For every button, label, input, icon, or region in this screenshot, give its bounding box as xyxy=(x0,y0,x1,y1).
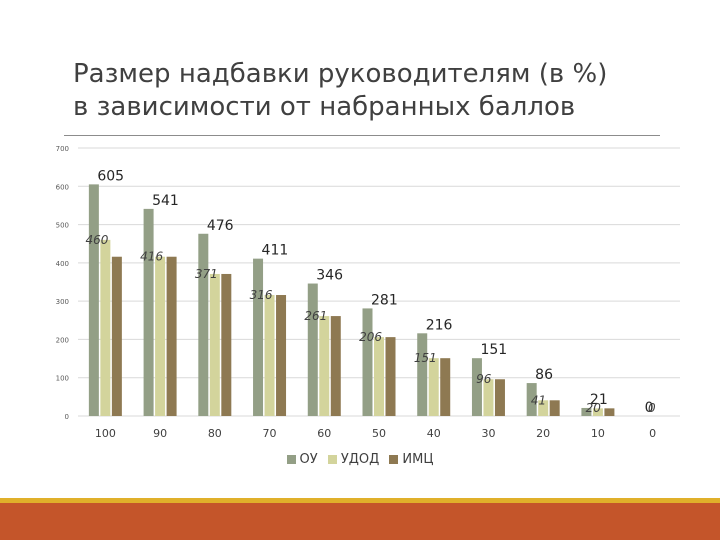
bar-УДОД-90 xyxy=(155,256,166,416)
x-tick-label-80: 80 xyxy=(208,427,222,440)
footer-band xyxy=(0,503,720,540)
x-tick-label-90: 90 xyxy=(153,427,167,440)
x-tick-label-10: 10 xyxy=(591,427,605,440)
bar-УДОД-20 xyxy=(538,400,549,416)
data-label-udod-60: 261 xyxy=(304,309,327,323)
data-label-ou-70: 411 xyxy=(262,243,289,259)
bar-УДОД-80 xyxy=(209,273,220,416)
data-label-udod-50: 206 xyxy=(359,330,382,344)
data-label-udod-40: 151 xyxy=(414,351,437,365)
data-label-ou-10: 21 xyxy=(590,392,608,408)
x-tick-label-50: 50 xyxy=(372,427,386,440)
bar-ИМЦ-70 xyxy=(276,295,287,416)
slide-title-line-1: Размер надбавки руководителям (в %) xyxy=(73,59,608,89)
y-tick-label-100: 100 xyxy=(56,375,69,383)
bar-УДОД-30 xyxy=(483,379,494,416)
bar-ИМЦ-30 xyxy=(494,379,505,416)
x-tick-label-100: 100 xyxy=(95,427,116,440)
bar-УДОД-100 xyxy=(100,239,111,416)
chart-legend: ОУ УДОД ИМЦ xyxy=(0,452,720,468)
bar-ИМЦ-50 xyxy=(385,337,396,416)
legend-swatch-imc xyxy=(389,455,399,464)
data-label-udod-90: 416 xyxy=(140,250,163,264)
bar-ИМЦ-20 xyxy=(549,400,560,416)
bar-УДОД-60 xyxy=(319,316,330,416)
y-tick-label-300: 300 xyxy=(56,298,69,306)
data-label-udod-70: 316 xyxy=(250,288,273,302)
data-label-udod-10: 20 xyxy=(586,401,602,415)
bar-ОУ-20 xyxy=(526,383,537,416)
x-tick-label-60: 60 xyxy=(317,427,331,440)
legend-label-imc: ИМЦ xyxy=(402,452,434,467)
bar-ОУ-70 xyxy=(253,258,264,416)
bar-ОУ-60 xyxy=(307,283,318,416)
data-label-ou-50: 281 xyxy=(371,292,398,308)
bar-ИМЦ-80 xyxy=(221,273,232,416)
bar-ИМЦ-40 xyxy=(440,358,451,416)
bar-УДОД-10 xyxy=(592,408,603,416)
bar-УДОД-50 xyxy=(374,337,384,416)
data-label-udod-0: 0 xyxy=(648,401,656,415)
x-tick-label-40: 40 xyxy=(427,427,441,440)
x-tick-label-30: 30 xyxy=(481,427,495,440)
data-label-udod-30: 96 xyxy=(476,372,492,386)
y-tick-label-700: 700 xyxy=(56,145,69,153)
legend-item-udod: УДОД xyxy=(327,452,380,467)
footer-accent-stripe xyxy=(0,498,720,503)
y-tick-label-400: 400 xyxy=(56,260,69,268)
bar-ИМЦ-60 xyxy=(330,316,341,416)
bar-ИМЦ-90 xyxy=(166,256,177,416)
bar-ИМЦ-10 xyxy=(604,408,615,416)
legend-label-udod: УДОД xyxy=(340,452,380,467)
bar-ОУ-80 xyxy=(198,233,209,416)
slide-title: Размер надбавки руководителям (в %) в за… xyxy=(73,58,673,124)
y-tick-label-600: 600 xyxy=(56,183,69,191)
bar-ОУ-90 xyxy=(143,208,154,416)
data-label-ou-90: 541 xyxy=(152,193,179,209)
bar-ОУ-30 xyxy=(471,358,482,416)
x-tick-label-20: 20 xyxy=(536,427,550,440)
x-tick-label-0: 0 xyxy=(649,427,656,440)
legend-item-ou: ОУ xyxy=(286,452,318,467)
legend-item-imc: ИМЦ xyxy=(389,452,433,467)
legend-swatch-ou xyxy=(286,455,296,464)
slide-title-line-2: в зависимости от набранных баллов xyxy=(73,92,576,122)
y-tick-label-0: 0 xyxy=(65,413,69,421)
data-label-ou-80: 476 xyxy=(207,218,234,234)
data-label-udod-80: 371 xyxy=(195,267,218,281)
legend-label-ou: ОУ xyxy=(299,452,318,467)
data-label-ou-30: 151 xyxy=(480,342,507,358)
bar-УДОД-70 xyxy=(264,295,275,416)
data-label-ou-0: 0 xyxy=(645,400,654,416)
data-label-ou-40: 216 xyxy=(426,317,453,333)
y-tick-label-200: 200 xyxy=(56,336,69,344)
bar-ОУ-10 xyxy=(581,407,592,416)
bar-ОУ-40 xyxy=(417,333,428,416)
legend-swatch-udod xyxy=(327,455,337,464)
x-tick-label-70: 70 xyxy=(263,427,277,440)
data-label-udod-100: 460 xyxy=(85,233,108,247)
bar-ОУ-100 xyxy=(88,184,99,416)
bar-ОУ-50 xyxy=(362,308,373,416)
data-label-ou-100: 605 xyxy=(97,168,124,184)
data-label-ou-20: 86 xyxy=(535,367,553,383)
bar-УДОД-40 xyxy=(428,358,439,416)
data-label-ou-60: 346 xyxy=(316,268,343,284)
title-divider xyxy=(64,135,660,136)
bar-ИМЦ-100 xyxy=(111,256,122,416)
data-label-udod-20: 41 xyxy=(531,393,546,407)
y-tick-label-500: 500 xyxy=(56,222,69,230)
